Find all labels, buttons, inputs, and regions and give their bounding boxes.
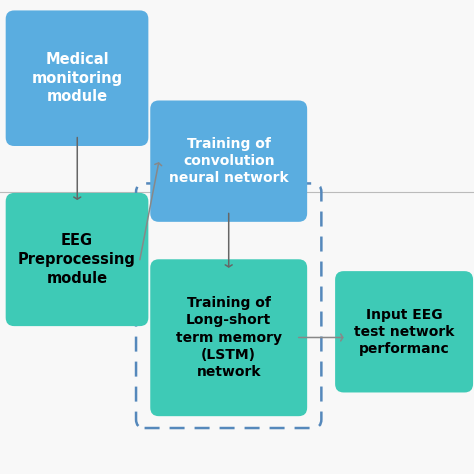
Text: Training of
Long-short
term memory
(LSTM)
network: Training of Long-short term memory (LSTM…	[176, 296, 282, 379]
FancyBboxPatch shape	[150, 259, 307, 416]
Text: Input EEG
test network
performanc: Input EEG test network performanc	[354, 308, 454, 356]
FancyBboxPatch shape	[335, 271, 473, 392]
Text: Medical
monitoring
module: Medical monitoring module	[31, 52, 123, 104]
FancyBboxPatch shape	[150, 100, 307, 222]
FancyBboxPatch shape	[6, 10, 148, 146]
FancyBboxPatch shape	[6, 193, 148, 326]
Text: Training of
convolution
neural network: Training of convolution neural network	[169, 137, 289, 185]
Text: EEG
Preprocessing
module: EEG Preprocessing module	[18, 233, 136, 286]
